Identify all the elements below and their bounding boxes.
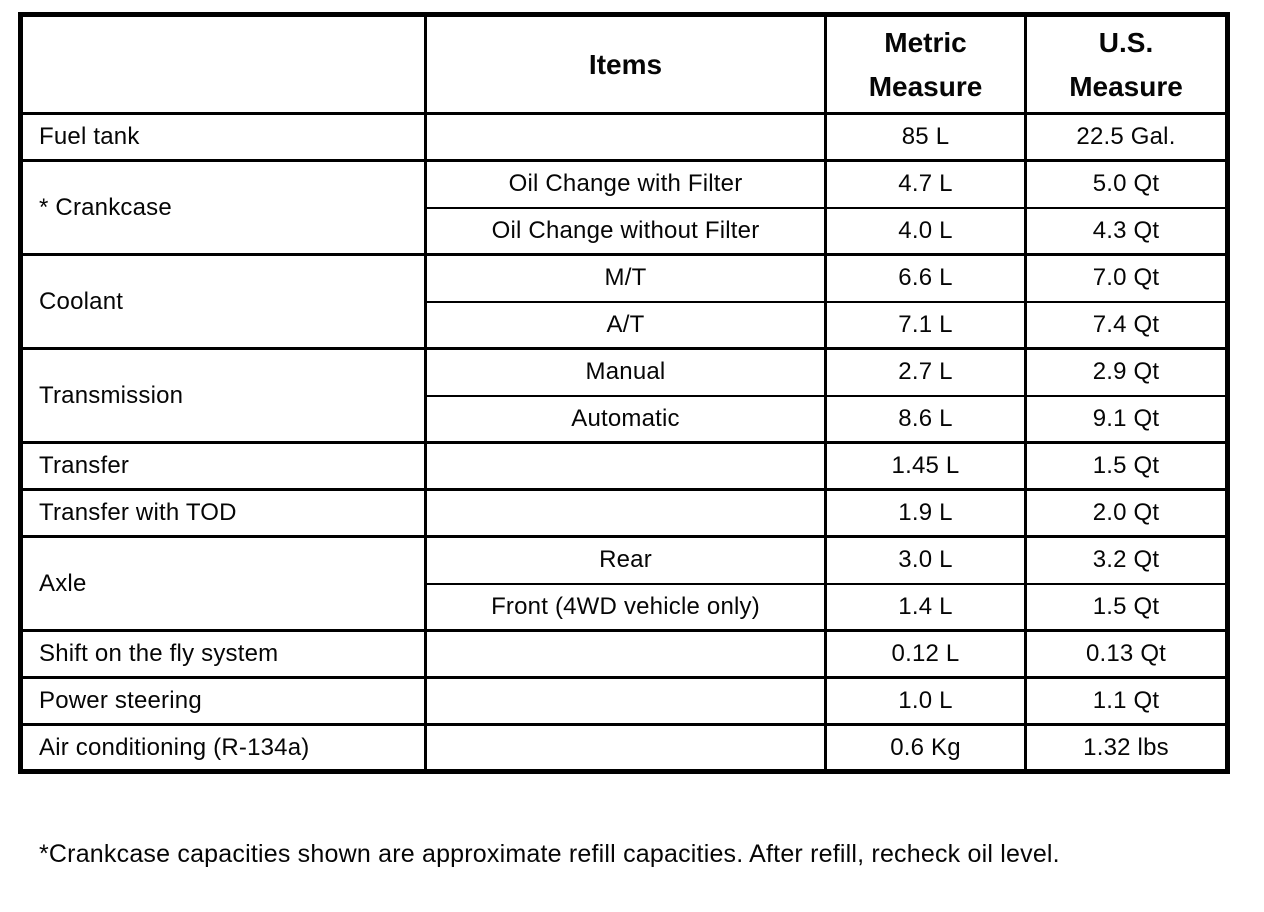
- category-cell: Shift on the fly system: [19, 629, 427, 679]
- table-row: Axle Rear 3.0 L 3.2 Qt: [19, 535, 1229, 632]
- table-row: A/T 7.1 L 7.4 Qt: [21, 300, 1229, 350]
- category-cell: * Crankcase: [19, 159, 427, 256]
- item-cell: Rear: [424, 535, 827, 585]
- item-cell: [424, 676, 827, 726]
- table-row: Transfer with TOD 1.9 L 2.0 Qt: [19, 488, 1229, 538]
- metric-cell: 8.6 L: [824, 394, 1027, 444]
- metric-measure-column-header: Metric Measure: [824, 13, 1027, 115]
- metric-cell: 1.4 L: [824, 582, 1027, 632]
- item-cell: [424, 723, 827, 773]
- item-cell: [424, 112, 827, 162]
- us-cell: 7.4 Qt: [1024, 300, 1229, 350]
- table-row: Front (4WD vehicle only) 1.4 L 1.5 Qt: [21, 582, 1229, 632]
- us-cell: 0.13 Qt: [1024, 629, 1229, 679]
- us-cell: 22.5 Gal.: [1024, 112, 1229, 162]
- table-row: Oil Change without Filter 4.0 L 4.3 Qt: [21, 206, 1229, 256]
- item-cell: [424, 441, 827, 491]
- metric-cell: 0.12 L: [824, 629, 1027, 679]
- metric-cell: 85 L: [824, 112, 1027, 162]
- item-cell: M/T: [424, 253, 827, 303]
- us-cell: 1.1 Qt: [1024, 676, 1229, 726]
- item-cell: Oil Change with Filter: [424, 159, 827, 209]
- table-row: Fuel tank 85 L 22.5 Gal.: [19, 112, 1229, 162]
- us-cell: 9.1 Qt: [1024, 394, 1229, 444]
- capacities-table-body: Fuel tank 85 L 22.5 Gal. * Crankcase Oil Cha…: [19, 112, 1229, 773]
- table-row: Coolant M/T 6.6 L 7.0 Qt: [19, 253, 1229, 350]
- table-row: Transmission Manual 2.7 L 2.9 Qt: [19, 347, 1229, 444]
- item-cell: [424, 629, 827, 679]
- category-cell: Transfer with TOD: [19, 488, 427, 538]
- table-row: Air conditioning (R-134a) 0.6 Kg 1.32 lbs: [19, 723, 1229, 773]
- category-column-header: [19, 13, 427, 115]
- us-cell: 4.3 Qt: [1024, 206, 1229, 256]
- metric-cell: 3.0 L: [824, 535, 1027, 585]
- header-row: Items Metric Measure U.S. Measure: [19, 13, 1229, 115]
- item-cell: A/T: [424, 300, 827, 350]
- items-column-header: Items: [424, 13, 827, 115]
- item-cell: Manual: [424, 347, 827, 397]
- category-cell: Power steering: [19, 676, 427, 726]
- metric-cell: 1.0 L: [824, 676, 1027, 726]
- category-cell: Air conditioning (R-134a): [19, 723, 427, 773]
- metric-cell: 0.6 Kg: [824, 723, 1027, 773]
- table-row: Shift on the fly system 0.12 L 0.13 Qt: [19, 629, 1229, 679]
- metric-cell: 4.0 L: [824, 206, 1027, 256]
- us-cell: 2.9 Qt: [1024, 347, 1229, 397]
- metric-cell: 4.7 L: [824, 159, 1027, 209]
- us-cell: 5.0 Qt: [1024, 159, 1229, 209]
- us-cell: 1.32 lbs: [1024, 723, 1229, 773]
- capacities-table-header: Items Metric Measure U.S. Measure: [19, 13, 1229, 115]
- table-row: Transfer 1.45 L 1.5 Qt: [19, 441, 1229, 491]
- metric-cell: 1.9 L: [824, 488, 1027, 538]
- us-cell: 1.5 Qt: [1024, 441, 1229, 491]
- category-cell: Coolant: [19, 253, 427, 350]
- table-row: * Crankcase Oil Change with Filter 4.7 L 5.…: [19, 159, 1229, 256]
- footnote-text: *Crankcase capacities shown are approxim…: [39, 840, 1060, 868]
- item-cell: [424, 488, 827, 538]
- us-measure-column-header: U.S. Measure: [1024, 13, 1229, 115]
- table-row: Power steering 1.0 L 1.1 Qt: [19, 676, 1229, 726]
- metric-cell: 7.1 L: [824, 300, 1027, 350]
- metric-cell: 6.6 L: [824, 253, 1027, 303]
- item-cell: Automatic: [424, 394, 827, 444]
- us-cell: 2.0 Qt: [1024, 488, 1229, 538]
- metric-cell: 1.45 L: [824, 441, 1027, 491]
- category-cell: Fuel tank: [19, 112, 427, 162]
- us-cell: 1.5 Qt: [1024, 582, 1229, 632]
- category-cell: Axle: [19, 535, 427, 632]
- item-cell: Oil Change without Filter: [424, 206, 827, 256]
- item-cell: Front (4WD vehicle only): [424, 582, 827, 632]
- category-cell: Transfer: [19, 441, 427, 491]
- us-cell: 3.2 Qt: [1024, 535, 1229, 585]
- capacities-table: Items Metric Measure U.S. Measure Fuel t…: [18, 12, 1230, 774]
- table-row: Automatic 8.6 L 9.1 Qt: [21, 394, 1229, 444]
- us-cell: 7.0 Qt: [1024, 253, 1229, 303]
- category-cell: Transmission: [19, 347, 427, 444]
- metric-cell: 2.7 L: [824, 347, 1027, 397]
